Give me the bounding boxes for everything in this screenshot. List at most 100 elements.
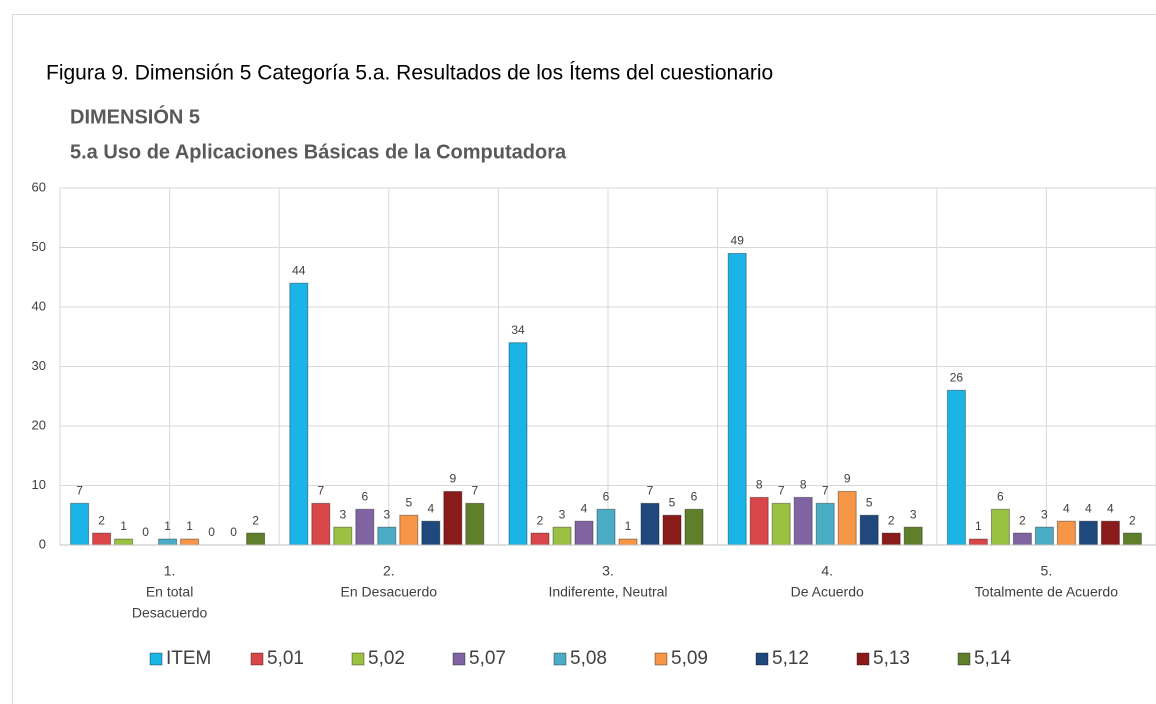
x-tick-label: 2.: [383, 563, 395, 579]
bar: [968, 538, 988, 546]
value-label: 4: [1107, 501, 1114, 515]
y-tick-label: 60: [32, 179, 46, 194]
value-label: 34: [511, 323, 525, 337]
y-tick-label: 30: [32, 358, 46, 373]
x-tick-label: 3.: [602, 563, 614, 579]
value-label: 5: [669, 495, 676, 509]
legend-label: 5,09: [671, 648, 708, 669]
value-label: 4: [1085, 501, 1092, 515]
bar: [859, 514, 879, 546]
bar: [1100, 520, 1120, 546]
value-label: 2: [1129, 513, 1136, 527]
bar: [727, 252, 747, 546]
bar: [662, 514, 682, 546]
value-label: 2: [1019, 513, 1026, 527]
legend-label: ITEM: [166, 648, 211, 669]
value-label: 9: [449, 472, 456, 486]
bar: [530, 532, 550, 546]
value-label: 8: [756, 478, 763, 492]
bar: [399, 514, 419, 546]
x-tick-label: 4.: [821, 563, 833, 579]
bar: [465, 502, 485, 546]
chart-subtitle: 5.a Uso de Aplicaciones Básicas de la Co…: [70, 141, 567, 163]
x-tick-label: Totalmente de Acuerdo: [975, 584, 1118, 600]
value-label: 9: [844, 472, 851, 486]
value-label: 7: [471, 484, 478, 498]
value-label: 4: [427, 501, 434, 515]
bar: [574, 520, 594, 546]
bar: [114, 538, 134, 546]
value-label: 5: [866, 495, 873, 509]
value-label: 3: [910, 507, 917, 521]
x-tick-label: En Desacuerdo: [341, 584, 438, 600]
value-label: 0: [230, 525, 237, 539]
caption: Figura 9. Dimensión 5 Categoría 5.a. Res…: [46, 62, 773, 85]
value-label: 49: [731, 234, 745, 248]
y-tick-label: 50: [32, 239, 46, 254]
legend-swatch: [856, 652, 870, 666]
bar: [990, 508, 1010, 546]
value-label: 7: [76, 484, 83, 498]
legend-swatch: [351, 652, 365, 666]
value-label: 2: [98, 513, 105, 527]
legend-label: 5,14: [974, 648, 1011, 669]
legend-swatch: [553, 652, 567, 666]
x-tick-label: En total: [146, 584, 193, 600]
x-tick-label: Indiferente, Neutral: [548, 584, 667, 600]
value-label: 3: [339, 507, 346, 521]
legend-swatch: [654, 652, 668, 666]
bar: [1012, 532, 1032, 546]
value-label: 4: [581, 501, 588, 515]
y-tick-label: 10: [32, 477, 46, 492]
value-label: 3: [1041, 507, 1048, 521]
value-label: 7: [317, 484, 324, 498]
value-label: 26: [950, 370, 964, 384]
value-label: 2: [252, 513, 259, 527]
value-label: 2: [537, 513, 544, 527]
y-tick-label: 0: [39, 536, 46, 551]
value-label: 7: [778, 484, 785, 498]
y-tick-label: 20: [32, 417, 46, 432]
value-label: 6: [997, 489, 1004, 503]
value-label: 1: [120, 519, 127, 533]
legend-label: 5,07: [469, 648, 506, 669]
bar: [815, 502, 835, 546]
legend-label: 5,08: [570, 648, 607, 669]
bar: [421, 520, 441, 546]
value-label: 4: [1063, 501, 1070, 515]
bar: [640, 502, 660, 546]
bar: [946, 389, 966, 546]
bar: [596, 508, 616, 546]
frame: [12, 14, 1156, 704]
bar: [552, 526, 572, 546]
bar: [377, 526, 397, 546]
bar: [180, 538, 200, 546]
bar: [158, 538, 178, 546]
bar: [618, 538, 638, 546]
value-label: 6: [361, 489, 368, 503]
x-tick-label: 5.: [1041, 563, 1053, 579]
bar: [771, 502, 791, 546]
value-label: 3: [559, 507, 566, 521]
value-label: 0: [142, 525, 149, 539]
bar: [749, 496, 769, 546]
x-tick-label: De Acuerdo: [791, 584, 864, 600]
value-label: 1: [186, 519, 193, 533]
value-label: 5: [405, 495, 412, 509]
bar: [311, 502, 331, 546]
legend-label: 5,01: [267, 648, 304, 669]
value-label: 1: [164, 519, 171, 533]
y-tick-label: 40: [32, 298, 46, 313]
legend-swatch: [755, 652, 769, 666]
value-label: 8: [800, 478, 807, 492]
x-tick-label: 1.: [164, 563, 176, 579]
value-label: 1: [975, 519, 982, 533]
legend-swatch: [250, 652, 264, 666]
legend-label: 5,13: [873, 648, 910, 669]
legend-label: 5,02: [368, 648, 405, 669]
legend-swatch: [957, 652, 971, 666]
bar: [1034, 526, 1054, 546]
bar: [246, 532, 266, 546]
bar: [443, 490, 463, 546]
value-label: 6: [691, 489, 698, 503]
